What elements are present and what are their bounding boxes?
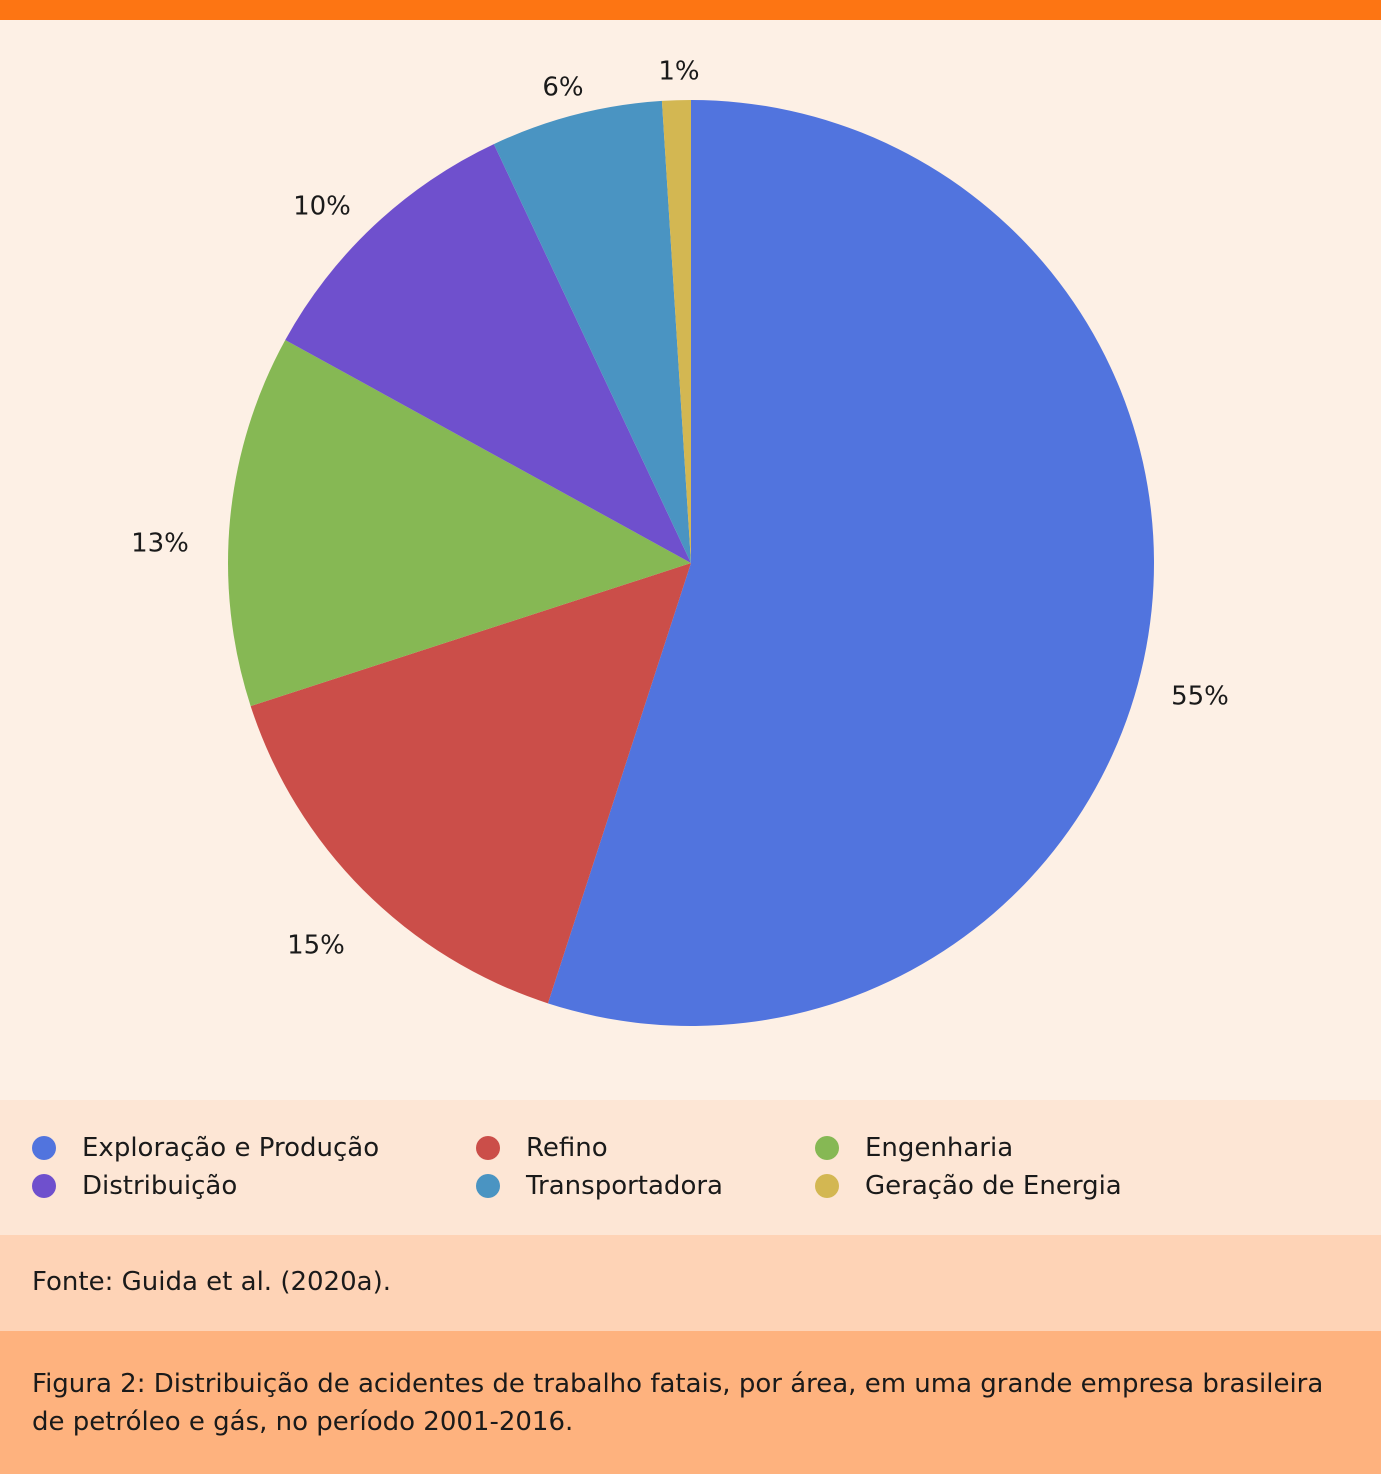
slice-data-label: 1% <box>658 57 699 87</box>
pie-slice <box>547 100 1155 1026</box>
slice-data-label: 6% <box>542 73 583 103</box>
pie-slice <box>493 100 691 563</box>
pie-slice <box>661 100 691 563</box>
legend-label: Transportadora <box>526 1171 723 1201</box>
pie-slice <box>285 144 691 563</box>
legend-swatch <box>476 1174 500 1198</box>
slice-data-label: 15% <box>287 931 345 961</box>
top-accent-bar <box>0 0 1381 20</box>
legend-item: Distribuição <box>32 1171 476 1201</box>
legend-label: Engenharia <box>865 1133 1014 1163</box>
legend-swatch <box>476 1136 500 1160</box>
legend-item: Engenharia <box>815 1133 1175 1163</box>
legend-label: Exploração e Produção <box>82 1133 380 1163</box>
legend-item: Exploração e Produção <box>32 1133 476 1163</box>
caption-band: Figura 2: Distribuição de acidentes de t… <box>0 1331 1381 1474</box>
legend-swatch <box>32 1174 56 1198</box>
legend-grid: Exploração e Produção Refino Engenharia Dis… <box>32 1133 1175 1201</box>
pie-chart: 55% 15% 13% 10% 6% 1% <box>131 57 1229 1026</box>
legend-label: Distribuição <box>82 1171 238 1201</box>
slice-data-label: 55% <box>1171 682 1229 712</box>
source-text: Fonte: Guida et al. (2020a). <box>32 1267 391 1297</box>
legend-item: Transportadora <box>476 1171 815 1201</box>
figure-caption: Figura 2: Distribuição de acidentes de t… <box>32 1369 1324 1437</box>
slice-data-label: 10% <box>293 192 351 222</box>
legend-swatch <box>815 1174 839 1198</box>
legend: Exploração e Produção Refino Engenharia Dis… <box>0 1100 1381 1235</box>
slice-data-label: 13% <box>131 529 189 559</box>
legend-item: Refino <box>476 1133 815 1163</box>
pie-chart-area: 55% 15% 13% 10% 6% 1% <box>0 20 1381 1100</box>
pie-slice <box>250 563 691 1004</box>
legend-label: Geração de Energia <box>865 1171 1122 1201</box>
legend-swatch <box>32 1136 56 1160</box>
legend-item: Geração de Energia <box>815 1171 1175 1201</box>
source-band: Fonte: Guida et al. (2020a). <box>0 1235 1381 1331</box>
legend-swatch <box>815 1136 839 1160</box>
pie-slice <box>228 339 691 707</box>
legend-label: Refino <box>526 1133 608 1163</box>
